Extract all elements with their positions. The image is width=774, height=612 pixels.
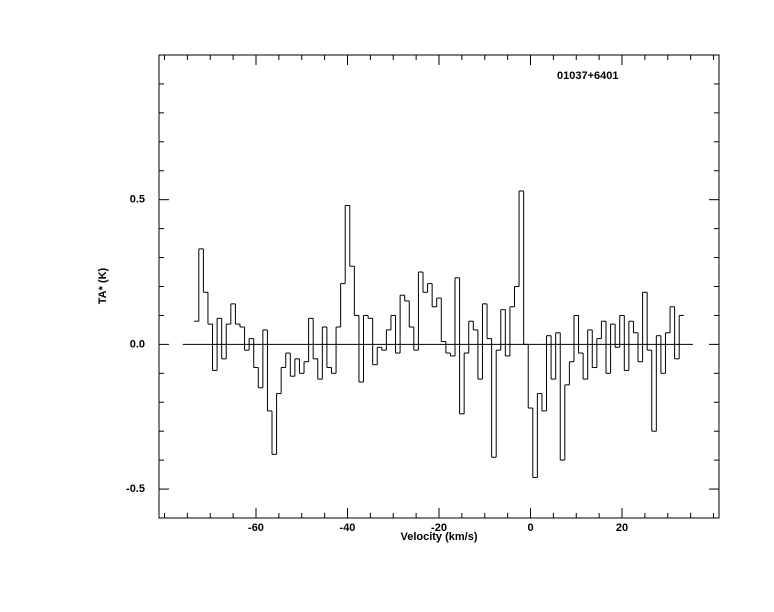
x-tick-label: -40 — [340, 522, 356, 534]
x-tick-label: -20 — [431, 522, 447, 534]
y-tick-label: 0.0 — [130, 338, 145, 350]
y-tick-label: -0.5 — [126, 483, 145, 495]
y-axis-label: TA* (K) — [97, 267, 109, 304]
chart-title: 01037+6401 — [557, 70, 618, 82]
y-tick-label: 0.5 — [130, 194, 145, 206]
x-axis-label: Velocity (km/s) — [400, 531, 477, 543]
x-tick-label: 20 — [616, 522, 628, 534]
plot-frame — [158, 54, 720, 519]
x-tick-label: 0 — [527, 522, 533, 534]
x-tick-label: -60 — [248, 522, 264, 534]
